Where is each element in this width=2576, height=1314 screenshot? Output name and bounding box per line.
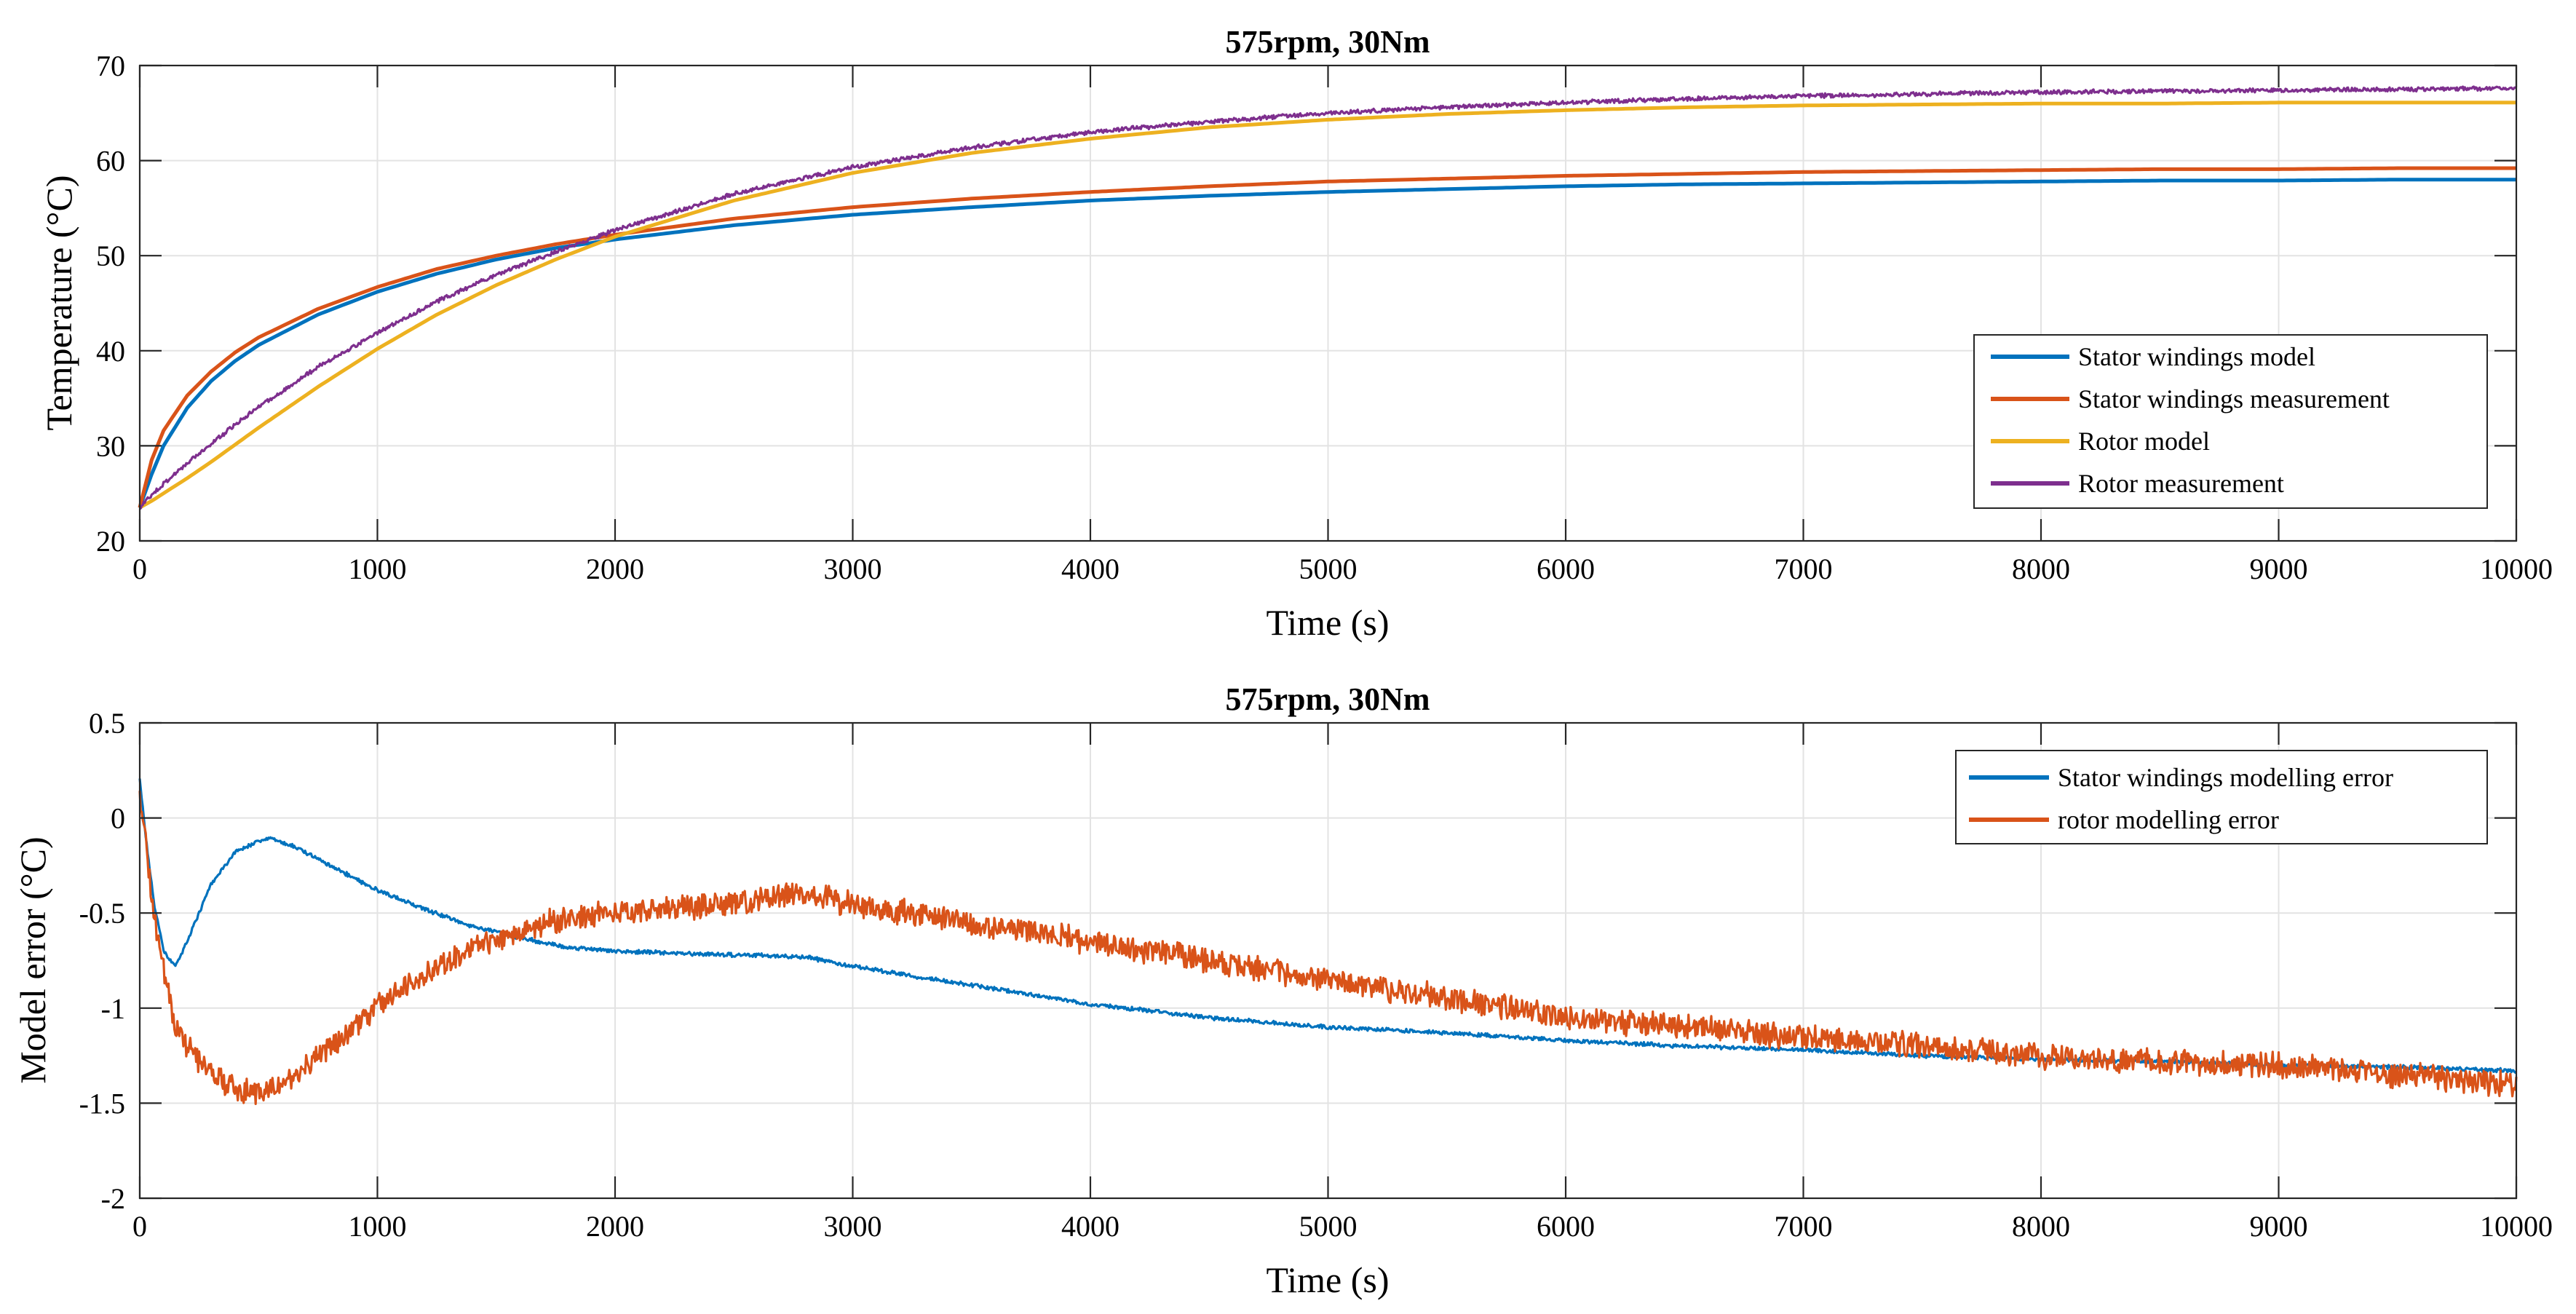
temperature-series: [138, 85, 2517, 510]
x-tick-label: 10000: [2480, 1210, 2553, 1243]
legend-label-rotor-modelling-error: rotor modelling error: [2058, 805, 2279, 834]
y-tick-label: 30: [96, 430, 125, 462]
x-tick-label: 1000: [349, 1210, 407, 1243]
y-tick-label: 20: [96, 525, 125, 558]
legend-label-stator-windings-model: Stator windings model: [2078, 342, 2315, 371]
series-line-stator-windings-model: [138, 178, 2516, 509]
legend-label-rotor-measurement: Rotor measurement: [2078, 469, 2284, 498]
legend-entry-rotor-model[interactable]: Rotor model: [1991, 427, 2210, 456]
model-error-legend[interactable]: Stator windings modelling error rotor mo…: [1955, 750, 2488, 844]
y-tick-label: -1.5: [79, 1087, 125, 1120]
x-tick-label: 2000: [586, 553, 644, 585]
legend-entry-stator-windings-modelling-error[interactable]: Stator windings modelling error: [1969, 763, 2393, 792]
model-error-chart-title: 575rpm, 30Nm: [1225, 681, 1430, 717]
legend-entry-rotor-measurement[interactable]: Rotor measurement: [1991, 469, 2284, 498]
legend-entry-stator-windings-model[interactable]: Stator windings model: [1991, 342, 2315, 371]
model-error-y-axis-label: Model error (°C): [12, 836, 53, 1083]
x-tick-label: 7000: [1775, 1210, 1833, 1243]
temperature-legend[interactable]: Stator windings model Stator windings me…: [1973, 334, 2488, 509]
y-tick-label: 0: [111, 802, 125, 835]
model-error-chart: 0 1000 2000 3000 4000 5000 6000 7000 8000 9000 100…: [12, 681, 2553, 1300]
legend-label-stator-windings-measurement: Stator windings measurement: [2078, 384, 2390, 413]
legend-label-stator-windings-modelling-error: Stator windings modelling error: [2058, 763, 2393, 792]
temperature-y-axis-label: Temperature (°C): [39, 175, 79, 430]
x-tick-label: 4000: [1061, 1210, 1119, 1243]
x-tick-label: 4000: [1061, 553, 1119, 585]
x-tick-label: 1000: [349, 553, 407, 585]
model-error-series: [138, 778, 2518, 1105]
x-tick-label: 6000: [1537, 1210, 1595, 1243]
temperature-x-axis-label: Time (s): [1266, 602, 1389, 643]
y-tick-label: -1: [101, 992, 125, 1025]
y-tick-label: 50: [96, 240, 125, 272]
model-error-ticks: 0 1000 2000 3000 4000 5000 6000 7000 8000 9000 100…: [79, 707, 2553, 1243]
series-line-rotor-model: [138, 100, 2516, 510]
legend-entry-stator-windings-measurement[interactable]: Stator windings measurement: [1991, 384, 2390, 413]
x-tick-label: 0: [132, 553, 147, 585]
x-tick-label: 5000: [1299, 553, 1358, 585]
temperature-legend-box: [1973, 334, 2488, 509]
series-line-rotor-modelling-error: [138, 791, 2518, 1105]
legend-label-rotor-model: Rotor model: [2078, 427, 2210, 456]
x-tick-label: 3000: [824, 1210, 882, 1243]
x-tick-label: 10000: [2480, 553, 2553, 585]
legend-entry-rotor-modelling-error[interactable]: rotor modelling error: [1969, 805, 2279, 834]
x-tick-label: 8000: [2012, 1210, 2070, 1243]
y-tick-label: 40: [96, 335, 125, 368]
model-error-x-axis-label: Time (s): [1266, 1259, 1389, 1300]
x-tick-label: 3000: [824, 553, 882, 585]
y-tick-label: 60: [96, 145, 125, 178]
y-tick-label: 0.5: [89, 707, 125, 740]
model-error-legend-box: [1955, 750, 2488, 844]
y-tick-label: -0.5: [79, 897, 125, 930]
x-tick-label: 9000: [2250, 1210, 2308, 1243]
series-line-rotor-measurement: [139, 85, 2517, 510]
x-tick-label: 2000: [586, 1210, 644, 1243]
x-tick-label: 5000: [1299, 1210, 1358, 1243]
y-tick-label: -2: [101, 1182, 125, 1215]
x-tick-label: 9000: [2250, 553, 2308, 585]
temperature-ticks: 0 1000 2000 3000 4000 5000 6000 7000 8000 9000 100…: [96, 50, 2553, 585]
x-tick-label: 7000: [1775, 553, 1833, 585]
temperature-chart-title: 575rpm, 30Nm: [1225, 24, 1430, 60]
x-tick-label: 0: [132, 1210, 147, 1243]
series-line-stator-windings-measurement: [138, 166, 2516, 508]
temperature-chart: 0 1000 2000 3000 4000 5000 6000 7000 8000 9000 100…: [39, 24, 2553, 643]
y-tick-label: 70: [96, 50, 125, 82]
x-tick-label: 8000: [2012, 553, 2070, 585]
x-tick-label: 6000: [1537, 553, 1595, 585]
